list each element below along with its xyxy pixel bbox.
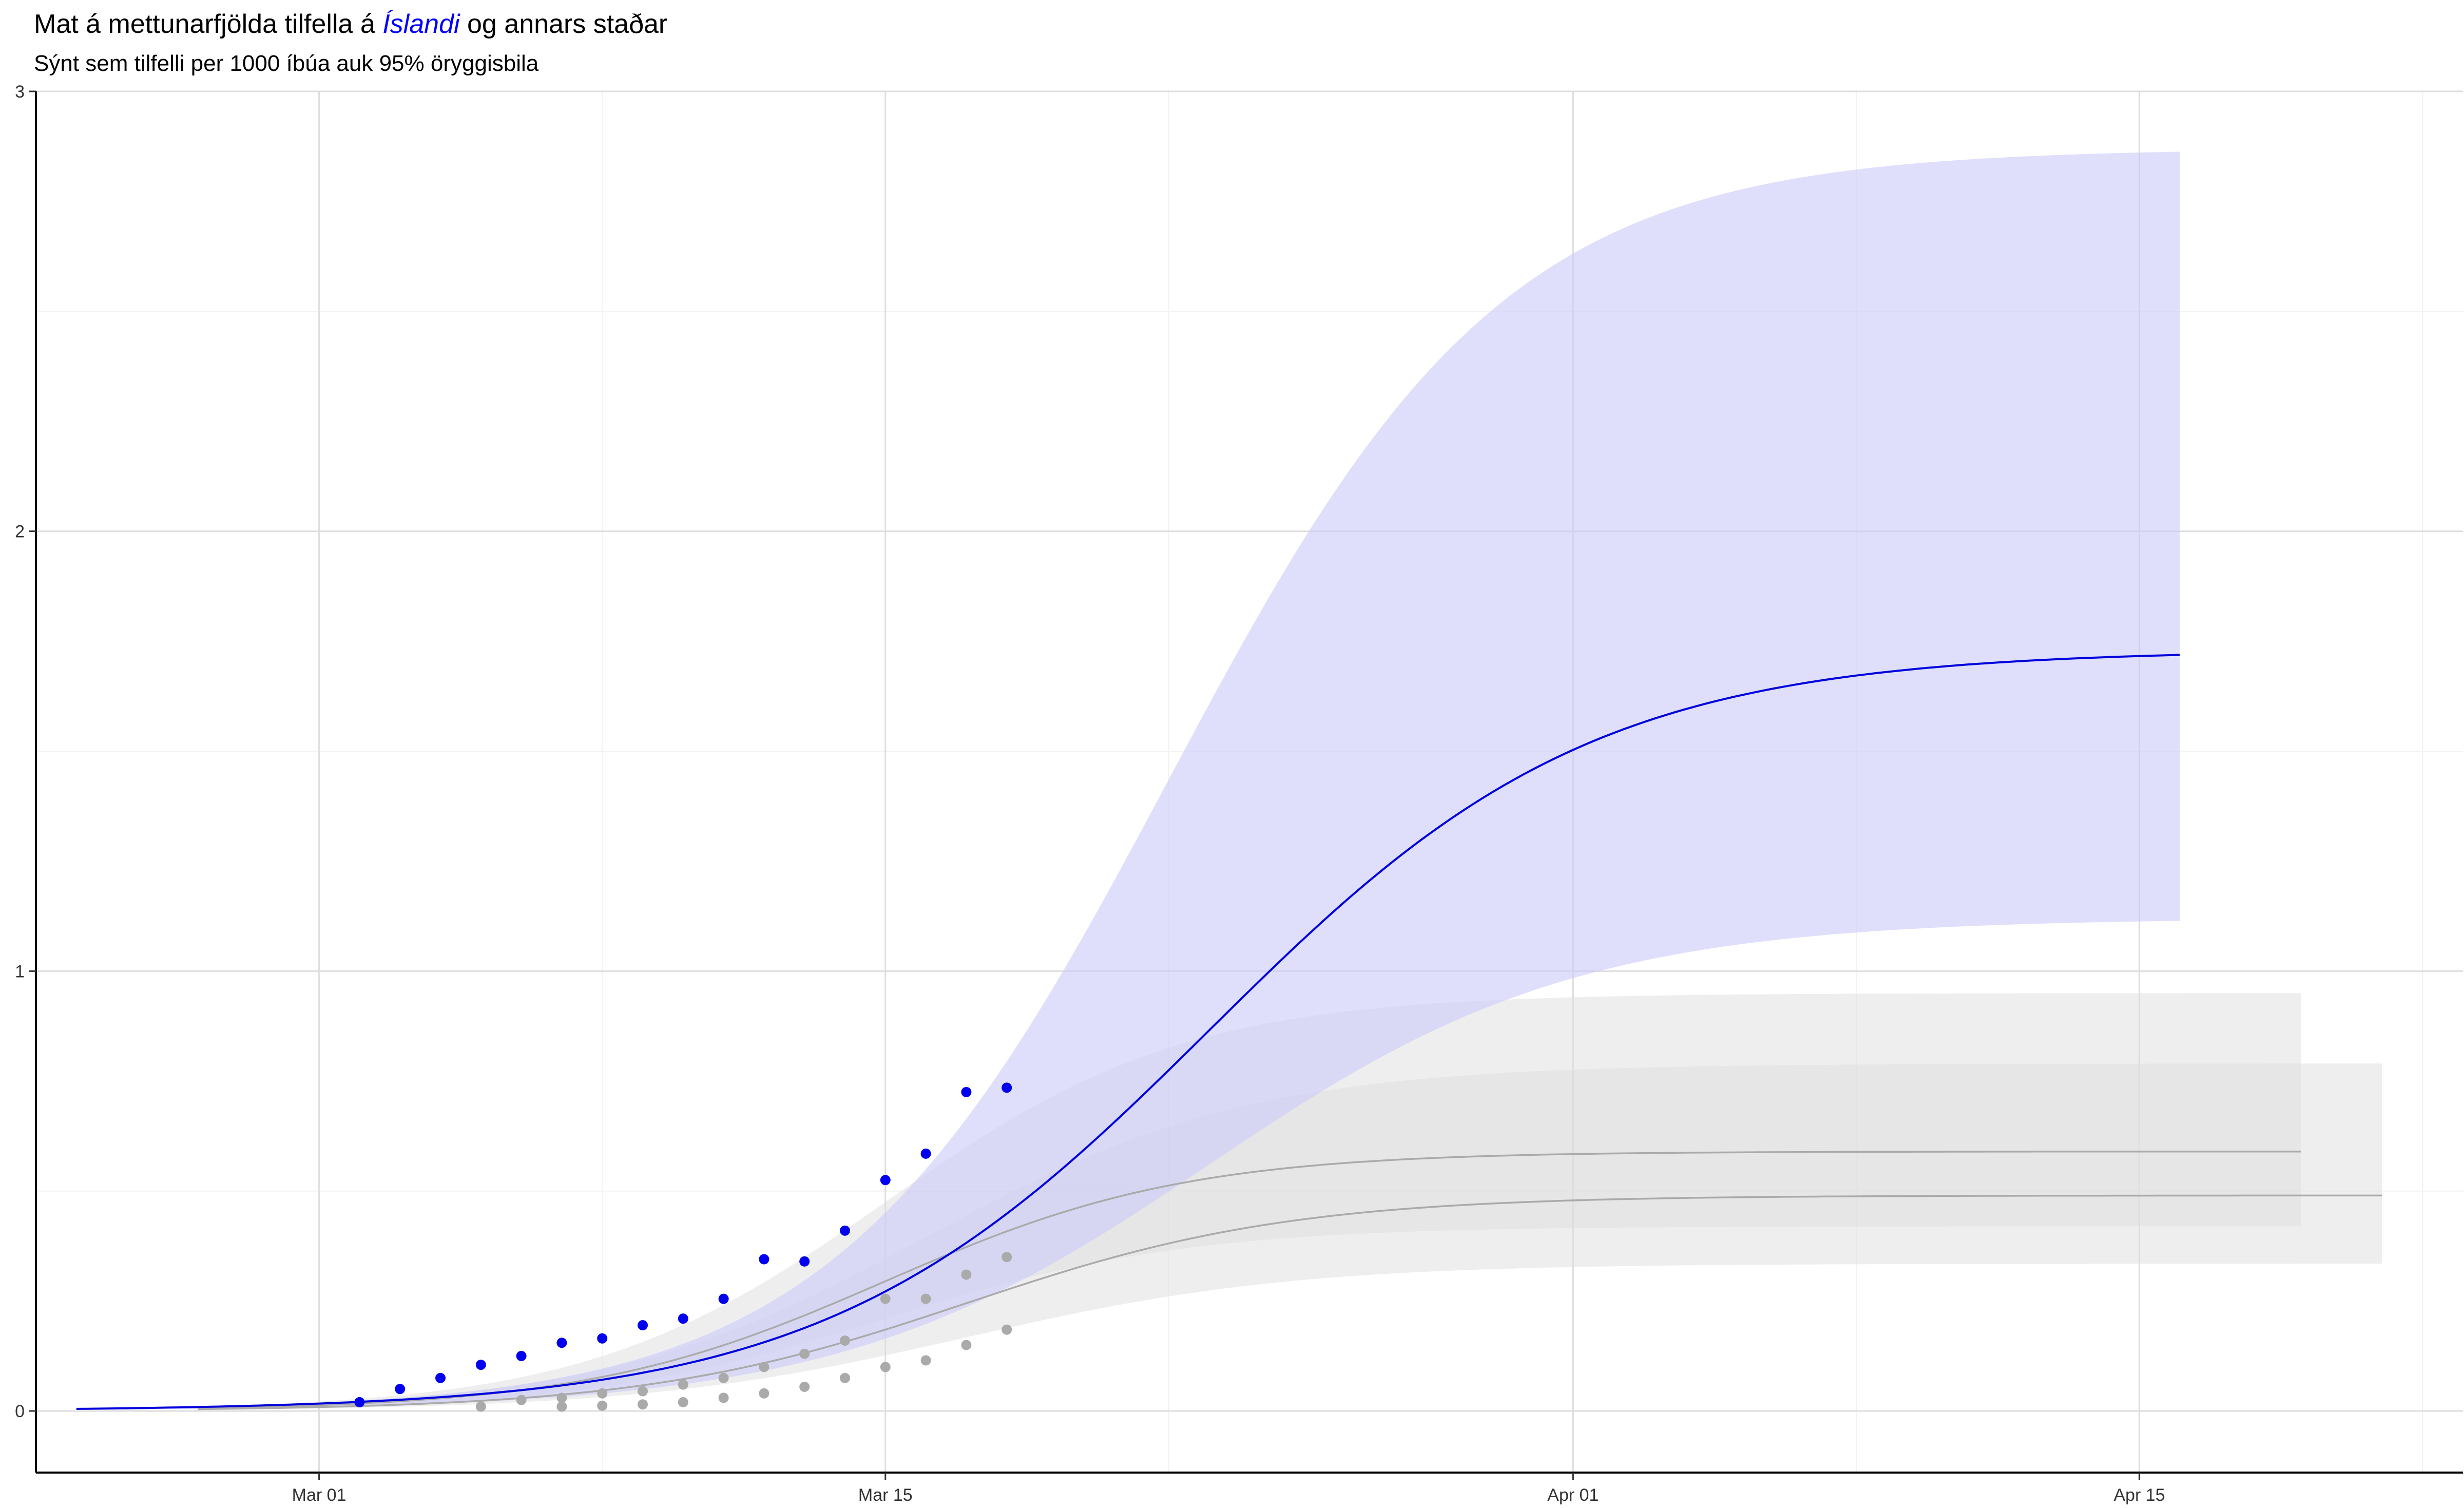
- data-point-2-4: [718, 1392, 729, 1403]
- data-point-0-15: [961, 1086, 972, 1097]
- fit-line-0: [76, 654, 2180, 1410]
- data-points: [354, 1082, 1012, 1412]
- y-tick-label-0: 0: [15, 1402, 25, 1421]
- confidence-band-2: [198, 1063, 2382, 1410]
- chart-title-start: Mat á mettunarfjölda tilfella á: [34, 9, 382, 39]
- data-point-0-12: [840, 1225, 850, 1236]
- x-tick-label-3: Apr 15: [2114, 1485, 2165, 1505]
- data-point-0-16: [1002, 1082, 1012, 1093]
- data-point-0-6: [597, 1333, 608, 1344]
- data-point-1-2: [556, 1392, 567, 1403]
- y-tick-label-3: 3: [15, 82, 25, 102]
- data-point-2-10: [961, 1340, 972, 1350]
- data-point-2-0: [556, 1401, 567, 1412]
- data-point-1-3: [597, 1388, 608, 1399]
- data-point-0-5: [556, 1338, 567, 1348]
- data-point-1-13: [1002, 1252, 1012, 1263]
- data-point-2-8: [880, 1362, 891, 1372]
- data-point-1-6: [718, 1372, 729, 1383]
- data-point-1-7: [759, 1362, 769, 1372]
- confidence-band-0: [76, 151, 2180, 1410]
- data-point-2-11: [1002, 1324, 1012, 1335]
- data-point-1-4: [638, 1386, 648, 1397]
- data-point-0-9: [718, 1293, 729, 1304]
- axes: [35, 91, 2463, 1474]
- x-tick-label-2: Apr 01: [1547, 1485, 1599, 1505]
- confidence-bands: [76, 151, 2382, 1410]
- data-point-1-1: [516, 1395, 527, 1405]
- data-point-0-13: [880, 1175, 891, 1186]
- data-point-1-9: [840, 1335, 850, 1346]
- data-point-1-0: [475, 1401, 486, 1412]
- data-point-2-3: [678, 1397, 688, 1407]
- data-point-2-6: [799, 1381, 810, 1392]
- data-point-1-12: [961, 1269, 972, 1280]
- y-tick-label-2: 2: [15, 522, 25, 542]
- chart-title-end: og annars staðar: [460, 9, 668, 39]
- data-point-1-8: [799, 1348, 810, 1359]
- chart-title: Mat á mettunarfjölda tilfella á Íslandi …: [34, 9, 667, 39]
- data-point-2-7: [840, 1372, 850, 1383]
- data-point-0-1: [395, 1384, 406, 1395]
- data-point-0-11: [799, 1256, 810, 1267]
- data-point-0-10: [759, 1254, 769, 1265]
- x-tick-label-0: Mar 01: [292, 1485, 346, 1505]
- chart-subtitle: Sýnt sem tilfelli per 1000 íbúa auk 95% …: [34, 51, 539, 76]
- y-axis-ticks: 0 1 2 3: [15, 82, 36, 1421]
- data-point-0-7: [638, 1320, 648, 1331]
- x-tick-label-1: Mar 15: [858, 1485, 913, 1505]
- x-axis-ticks: Mar 01 Mar 15 Apr 01 Apr 15: [292, 1473, 2165, 1505]
- data-point-0-2: [435, 1372, 446, 1383]
- chart-title-highlight: Íslandi: [382, 9, 460, 39]
- data-point-0-4: [516, 1350, 527, 1361]
- data-point-2-9: [920, 1355, 931, 1366]
- data-point-1-10: [880, 1293, 891, 1304]
- data-point-0-0: [354, 1397, 365, 1407]
- data-point-0-14: [920, 1148, 931, 1159]
- data-point-1-5: [678, 1379, 688, 1390]
- data-point-0-8: [678, 1313, 688, 1324]
- y-tick-label-1: 1: [15, 962, 25, 981]
- data-point-2-2: [638, 1399, 648, 1410]
- data-point-1-11: [920, 1293, 931, 1304]
- data-point-2-1: [597, 1400, 608, 1411]
- data-point-0-3: [475, 1360, 486, 1370]
- data-point-2-5: [759, 1388, 769, 1399]
